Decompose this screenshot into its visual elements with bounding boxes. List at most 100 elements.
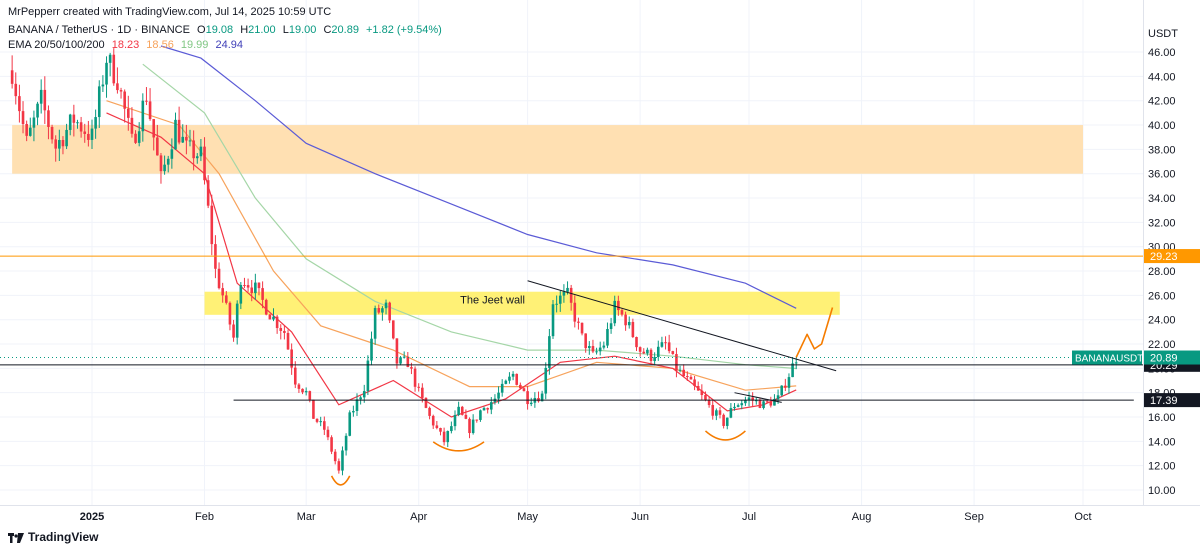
candle-body: [243, 285, 246, 287]
tradingview-name: TradingView: [28, 530, 99, 544]
candle-body: [105, 62, 108, 85]
candle-body: [646, 349, 649, 354]
ohlc-close: C20.89: [323, 24, 359, 36]
y-tick-label: 26.00: [1148, 290, 1176, 302]
candle-body: [566, 287, 569, 292]
candle-body: [232, 324, 235, 338]
candle-body: [141, 100, 145, 132]
candle-body: [733, 406, 736, 409]
zone-label: The Jeet wall: [460, 295, 525, 307]
candle-body: [442, 431, 446, 443]
projection-path: [795, 307, 834, 358]
x-tick-label: May: [517, 511, 538, 523]
candle-body: [780, 385, 783, 396]
last-price-tag: [1144, 350, 1200, 365]
candle-body: [613, 300, 617, 324]
candle-body: [758, 400, 762, 408]
candle-body: [10, 70, 14, 84]
trend-line: [527, 280, 837, 372]
level-tag-label: 29.23: [1150, 251, 1178, 263]
y-axis-unit: USDT: [1148, 28, 1178, 40]
candle-body: [87, 133, 90, 140]
candle-body: [424, 397, 428, 408]
candle-body: [166, 158, 170, 165]
candle-body: [304, 391, 308, 393]
grid: [0, 0, 1143, 505]
candle-body: [391, 320, 395, 339]
candle-body: [362, 391, 366, 398]
candle-body: [76, 122, 79, 124]
candle-body: [94, 117, 97, 129]
candle-body: [573, 302, 577, 322]
candle-body: [54, 139, 57, 149]
candle-body: [700, 390, 704, 396]
candle-body: [776, 395, 780, 399]
candle-body: [577, 321, 580, 323]
bottom-arc: [432, 441, 485, 452]
candle-body: [199, 146, 203, 157]
candle-body: [275, 316, 279, 329]
candle-body: [323, 421, 326, 430]
candle-body: [341, 450, 344, 471]
ema-label[interactable]: EMA 20/50/100/200: [8, 39, 105, 51]
candle-body: [366, 360, 370, 392]
y-tick-label: 40.00: [1148, 120, 1176, 132]
candle-body: [417, 386, 420, 388]
candle-body: [617, 300, 620, 311]
candle-body: [453, 414, 457, 427]
x-tick-label: Feb: [195, 511, 214, 523]
candle-body: [388, 302, 391, 321]
candle-body: [344, 435, 348, 451]
candle-body: [337, 461, 341, 471]
candle-body: [72, 114, 76, 123]
level-tag-label: 17.39: [1150, 395, 1178, 407]
candle-body: [203, 146, 206, 181]
candle-body: [784, 385, 787, 388]
candle-body: [660, 342, 664, 347]
candle-body: [548, 336, 551, 368]
annotations: The Jeet wall: [0, 255, 1143, 486]
candle-body: [381, 308, 384, 313]
tradingview-logo[interactable]: TradingView: [8, 530, 98, 544]
candle-body: [268, 314, 272, 320]
candle-body: [667, 342, 671, 352]
candle-body: [406, 356, 410, 368]
candle-body: [450, 426, 453, 432]
candle-body: [254, 282, 257, 294]
candle-body: [558, 295, 562, 304]
candle-body: [112, 54, 116, 84]
candle-body: [526, 391, 529, 405]
candle-body: [515, 373, 519, 385]
candle-body: [689, 376, 693, 380]
candle-body: [36, 103, 39, 118]
symbol-label[interactable]: BANANA / TetherUS · 1D · BINANCE: [8, 24, 190, 36]
x-tick-label: 2025: [80, 511, 104, 523]
candle-body: [598, 347, 602, 352]
candle-body: [787, 377, 791, 388]
candle-body: [460, 406, 464, 415]
candle-body: [421, 387, 424, 398]
candle-body: [65, 129, 68, 147]
candle-body: [170, 149, 174, 159]
candle-body: [468, 418, 471, 434]
x-tick-label: Jul: [742, 511, 756, 523]
candle-body: [754, 400, 758, 402]
zone-rect: [12, 125, 1083, 174]
candle-body: [718, 410, 722, 415]
candle-body: [744, 400, 747, 404]
candle-body: [370, 338, 373, 361]
last-price-label: 20.89: [1150, 353, 1178, 365]
candle-body: [185, 136, 188, 141]
candle-body: [519, 384, 522, 389]
y-tick-label: 32.00: [1148, 217, 1176, 229]
candle-body: [225, 295, 228, 303]
candle-body: [638, 347, 642, 352]
candle-body: [678, 369, 682, 371]
tv-logo-icon: [8, 532, 24, 543]
y-tick-label: 28.00: [1148, 266, 1176, 278]
candle-body: [794, 362, 798, 364]
candle-body: [686, 376, 689, 378]
candle-body: [555, 303, 558, 305]
candle-body: [595, 351, 598, 353]
